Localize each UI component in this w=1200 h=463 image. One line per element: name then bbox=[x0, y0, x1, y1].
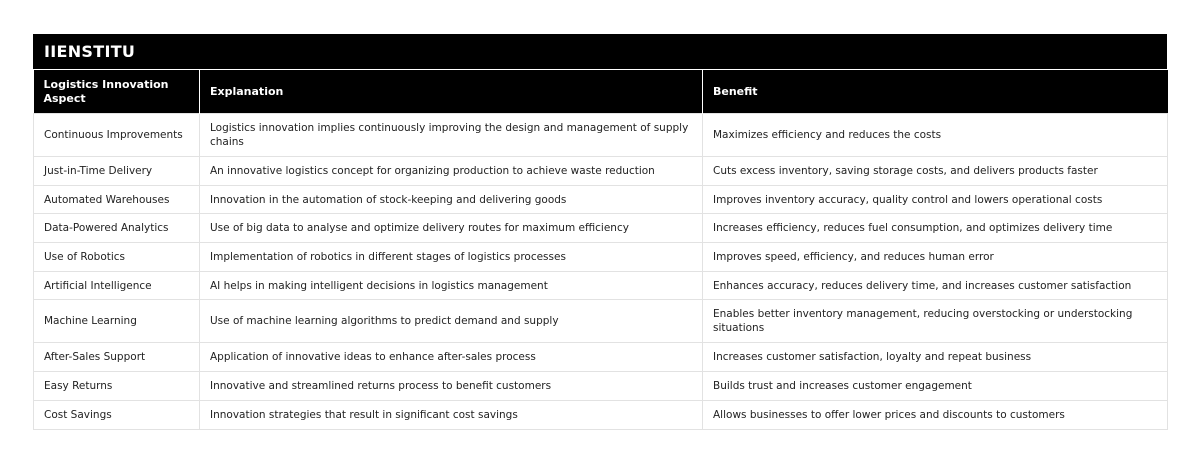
cell-explanation: Implementation of robotics in different … bbox=[199, 242, 703, 272]
table-row: Easy Returns Innovative and streamlined … bbox=[33, 371, 1168, 401]
cell-benefit: Enables better inventory management, red… bbox=[702, 299, 1168, 344]
cell-benefit: Improves inventory accuracy, quality con… bbox=[702, 184, 1168, 215]
cell-explanation: Innovative and streamlined returns proce… bbox=[199, 371, 703, 401]
header-explanation: Explanation bbox=[199, 69, 703, 114]
cell-explanation: An innovative logistics concept for orga… bbox=[199, 156, 703, 186]
header-aspect: Logistics Innovation Aspect bbox=[33, 69, 200, 114]
cell-explanation: Innovation strategies that result in sig… bbox=[199, 399, 703, 430]
table-row: Just-in-Time Delivery An innovative logi… bbox=[33, 156, 1168, 186]
brand-title: IIENSTITU bbox=[33, 34, 1167, 69]
table-row: Continuous Improvements Logistics innova… bbox=[33, 113, 1168, 157]
cell-benefit: Allows businesses to offer lower prices … bbox=[702, 399, 1168, 430]
cell-aspect: Continuous Improvements bbox=[33, 113, 200, 157]
header-benefit: Benefit bbox=[702, 69, 1168, 114]
cell-benefit: Cuts excess inventory, saving storage co… bbox=[702, 156, 1168, 186]
cell-aspect: After-Sales Support bbox=[33, 342, 200, 373]
cell-aspect: Machine Learning bbox=[33, 299, 200, 344]
table-row: Use of Robotics Implementation of roboti… bbox=[33, 242, 1168, 272]
table-row: Cost Savings Innovation strategies that … bbox=[33, 399, 1168, 430]
cell-explanation: Use of machine learning algorithms to pr… bbox=[199, 299, 703, 344]
cell-explanation: Application of innovative ideas to enhan… bbox=[199, 342, 703, 373]
cell-aspect: Artificial Intelligence bbox=[33, 270, 200, 301]
table-row: After-Sales Support Application of innov… bbox=[33, 342, 1168, 373]
cell-aspect: Just-in-Time Delivery bbox=[33, 156, 200, 186]
cell-benefit: Maximizes efficiency and reduces the cos… bbox=[702, 113, 1168, 157]
cell-aspect: Data-Powered Analytics bbox=[33, 213, 200, 244]
cell-aspect: Use of Robotics bbox=[33, 242, 200, 272]
cell-benefit: Builds trust and increases customer enga… bbox=[702, 371, 1168, 401]
cell-aspect: Easy Returns bbox=[33, 371, 200, 401]
cell-aspect: Cost Savings bbox=[33, 399, 200, 430]
table-row: Automated Warehouses Innovation in the a… bbox=[33, 184, 1168, 215]
cell-explanation: AI helps in making intelligent decisions… bbox=[199, 270, 703, 301]
table-row: Data-Powered Analytics Use of big data t… bbox=[33, 213, 1168, 244]
table-row: Artificial Intelligence AI helps in maki… bbox=[33, 270, 1168, 301]
cell-benefit: Increases customer satisfaction, loyalty… bbox=[702, 342, 1168, 373]
cell-explanation: Use of big data to analyse and optimize … bbox=[199, 213, 703, 244]
cell-explanation: Logistics innovation implies continuousl… bbox=[199, 113, 703, 157]
header-row: Logistics Innovation Aspect Explanation … bbox=[33, 69, 1168, 114]
table-container: IIENSTITU Logistics Innovation Aspect Ex… bbox=[33, 34, 1168, 430]
cell-aspect: Automated Warehouses bbox=[33, 184, 200, 215]
innovation-table: Logistics Innovation Aspect Explanation … bbox=[33, 69, 1168, 430]
cell-benefit: Enhances accuracy, reduces delivery time… bbox=[702, 270, 1168, 301]
cell-benefit: Increases efficiency, reduces fuel consu… bbox=[702, 213, 1168, 244]
cell-benefit: Improves speed, efficiency, and reduces … bbox=[702, 242, 1168, 272]
cell-explanation: Innovation in the automation of stock-ke… bbox=[199, 184, 703, 215]
table-row: Machine Learning Use of machine learning… bbox=[33, 299, 1168, 344]
